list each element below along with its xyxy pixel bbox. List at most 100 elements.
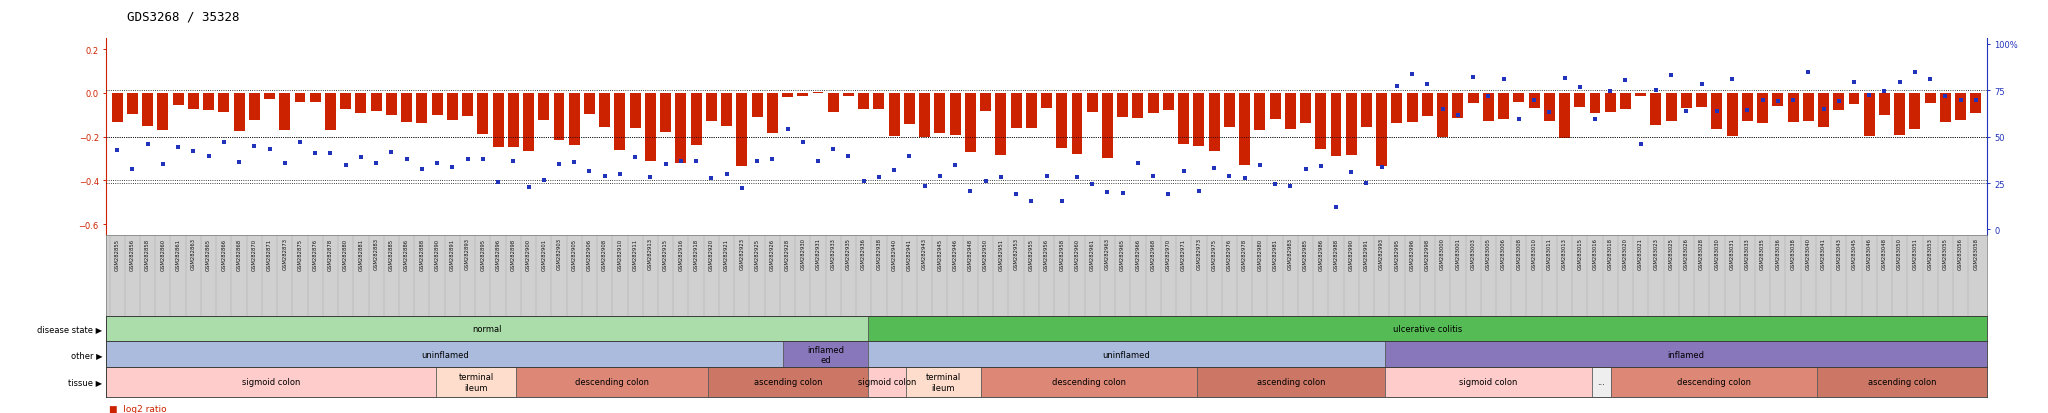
Bar (1757, 94, 1767, 124)
Point (1212, 173, 1245, 180)
Point (573, 168, 606, 175)
Text: GSM283028: GSM283028 (1700, 238, 1704, 270)
Point (664, 158, 696, 165)
Bar (1178, 94, 1190, 145)
Bar (1407, 94, 1417, 123)
Bar (516, 367, 709, 397)
Text: GSM283001: GSM283001 (1456, 238, 1460, 270)
Bar (432, 94, 442, 116)
Bar (707, 94, 717, 122)
Point (786, 139, 819, 145)
Bar (872, 94, 885, 110)
Bar (1102, 94, 1112, 158)
Bar (1384, 342, 1987, 367)
Point (467, 157, 500, 163)
Text: GSM282878: GSM282878 (328, 238, 334, 270)
Text: sigmoid colon: sigmoid colon (858, 377, 915, 387)
Point (375, 150, 408, 156)
Bar (1071, 94, 1083, 155)
Bar (995, 94, 1006, 156)
Bar (813, 93, 823, 94)
Bar (1772, 94, 1784, 107)
Text: GSM282875: GSM282875 (297, 238, 303, 270)
Point (1260, 181, 1292, 188)
Bar (1391, 94, 1403, 124)
Point (1044, 198, 1077, 205)
Text: GSM282958: GSM282958 (1059, 238, 1065, 270)
Bar (371, 94, 381, 112)
Bar (1909, 94, 1921, 130)
Text: GSM282911: GSM282911 (633, 238, 637, 270)
Text: GSM282921: GSM282921 (725, 238, 729, 270)
Bar (1239, 94, 1249, 165)
Point (604, 171, 637, 178)
Point (344, 155, 377, 161)
Point (1960, 97, 1993, 104)
Text: GSM282893: GSM282893 (465, 238, 471, 270)
Text: disease state ▶: disease state ▶ (37, 324, 102, 333)
Bar (965, 94, 975, 153)
Bar (868, 367, 905, 397)
Bar (1087, 94, 1098, 113)
Bar (1559, 94, 1571, 138)
Text: GSM283018: GSM283018 (1608, 238, 1612, 270)
Text: GSM282953: GSM282953 (1014, 238, 1018, 270)
Bar (1384, 367, 1591, 397)
Point (999, 191, 1032, 197)
Text: GSM283051: GSM283051 (1913, 238, 1917, 270)
Point (1167, 169, 1200, 175)
Bar (539, 94, 549, 120)
Text: GSM283043: GSM283043 (1837, 238, 1841, 270)
Point (1319, 204, 1352, 211)
Point (436, 165, 469, 171)
Point (1655, 73, 1688, 79)
Point (1532, 109, 1565, 116)
Text: ■  log2 ratio: ■ log2 ratio (109, 404, 166, 413)
Bar (127, 94, 137, 114)
Text: GSM282890: GSM282890 (434, 238, 440, 270)
Bar (1665, 94, 1677, 121)
Text: GSM282891: GSM282891 (451, 238, 455, 270)
Bar (463, 94, 473, 117)
Bar (868, 342, 1384, 367)
Bar (436, 367, 516, 397)
Bar (553, 94, 565, 141)
Text: GSM282855: GSM282855 (115, 238, 119, 270)
Point (1397, 71, 1430, 78)
Bar (106, 316, 868, 342)
Text: GSM283053: GSM283053 (1927, 238, 1933, 270)
Text: GSM282983: GSM282983 (1288, 238, 1292, 270)
Text: GSM282913: GSM282913 (647, 238, 653, 270)
Point (1016, 198, 1049, 205)
Bar (1057, 94, 1067, 149)
Bar (690, 94, 702, 146)
Text: GSM283058: GSM283058 (1974, 238, 1978, 270)
Point (1929, 93, 1962, 100)
Bar (1939, 94, 1952, 123)
Text: GSM282986: GSM282986 (1319, 238, 1323, 270)
Bar (1696, 94, 1708, 108)
Text: ulcerative colitis: ulcerative colitis (1393, 324, 1462, 333)
Point (741, 158, 774, 164)
Bar (1284, 94, 1296, 129)
Text: GSM282906: GSM282906 (588, 238, 592, 270)
Point (238, 143, 270, 150)
Text: GSM283010: GSM283010 (1532, 238, 1536, 270)
Bar (446, 94, 459, 121)
Point (147, 162, 180, 169)
Bar (1147, 94, 1159, 114)
Bar (1743, 94, 1753, 121)
Point (1868, 88, 1901, 95)
Text: GSM282928: GSM282928 (784, 238, 791, 270)
Point (420, 161, 453, 167)
Text: GSM283046: GSM283046 (1866, 238, 1872, 270)
Text: GSM283015: GSM283015 (1577, 238, 1583, 270)
Point (100, 147, 133, 154)
Text: GSM282971: GSM282971 (1182, 238, 1186, 270)
Bar (629, 94, 641, 128)
Bar (600, 94, 610, 128)
Point (1837, 80, 1870, 86)
Point (1624, 142, 1657, 148)
Point (879, 167, 911, 174)
Point (1731, 107, 1763, 114)
